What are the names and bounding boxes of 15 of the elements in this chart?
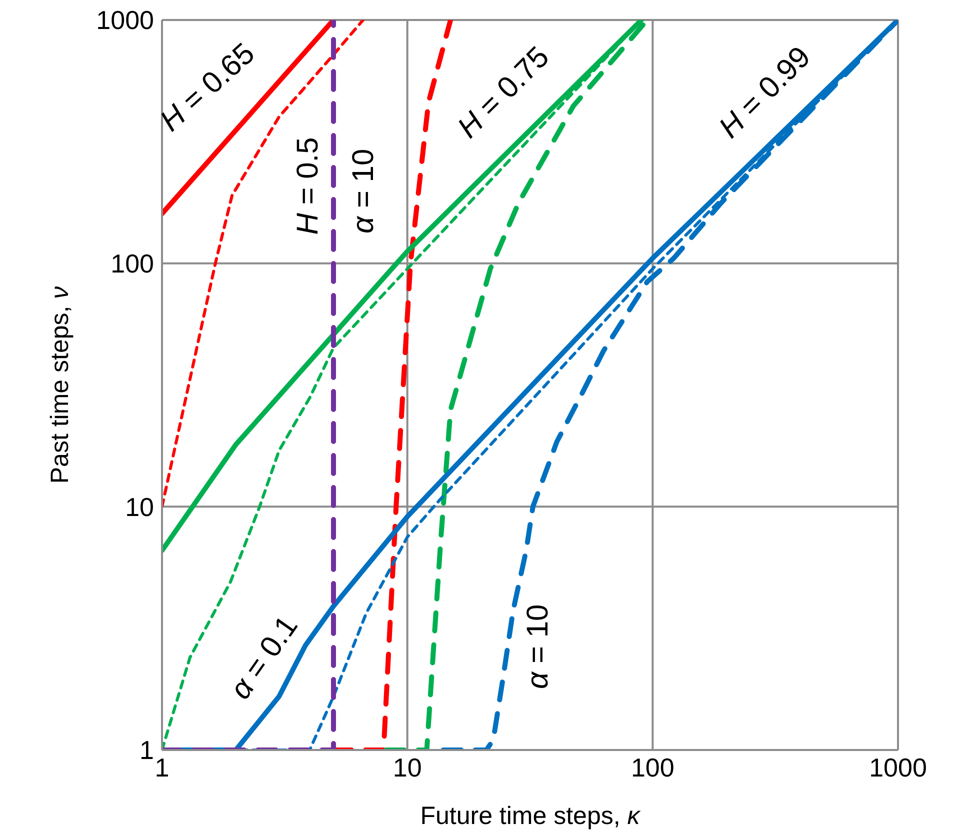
annotation: α = 10 — [521, 604, 554, 689]
annotation: α = 0.1 — [224, 610, 304, 706]
annotation: H = 0.5 — [291, 137, 324, 235]
y-tick-label: 100 — [110, 248, 154, 279]
y-tick-label: 1000 — [96, 5, 154, 36]
annotation: H = 0.99 — [712, 40, 817, 144]
x-axis-title: Future time steps, κ — [420, 802, 642, 830]
annotation: H = 0.65 — [154, 36, 261, 138]
annotation: α = 10 — [346, 148, 380, 234]
x-tick-label: 100 — [630, 752, 674, 782]
annotation: H = 0.75 — [451, 40, 556, 144]
x-tick-label: 10 — [392, 752, 422, 782]
y-axis-title: Past time steps, ν — [46, 286, 74, 484]
y-tick-label: 10 — [125, 492, 154, 522]
x-tick-label: 1000 — [869, 752, 927, 782]
